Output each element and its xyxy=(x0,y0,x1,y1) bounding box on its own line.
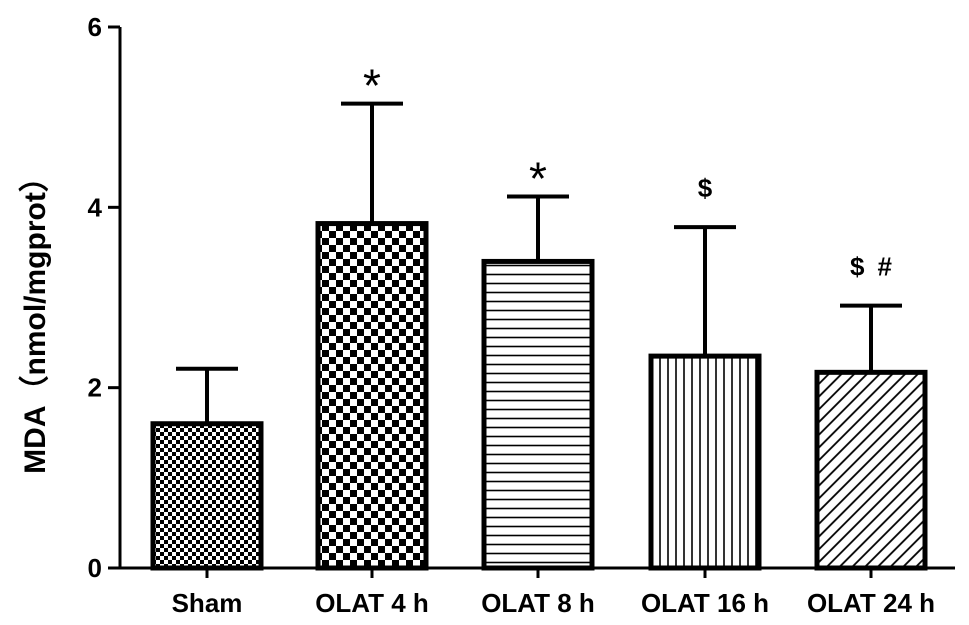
y-axis-title: MDA（nmol/mgprot） xyxy=(18,162,52,474)
error-bars xyxy=(176,101,902,424)
significance-annotations: * * $ $ # xyxy=(363,60,892,282)
y-tick-label: 6 xyxy=(88,12,102,42)
x-tick-label: Sham xyxy=(172,588,243,618)
x-tick-label: OLAT 8 h xyxy=(481,588,595,618)
x-tick-label: OLAT 24 h xyxy=(807,588,935,618)
significance-marker: * xyxy=(363,60,381,112)
y-tick-label: 4 xyxy=(88,192,103,222)
bar-1 xyxy=(315,221,429,571)
y-tick-label: 2 xyxy=(88,373,102,403)
category-labels: Sham OLAT 4 h OLAT 8 h OLAT 16 h OLAT 24 h xyxy=(172,588,935,618)
bar-3 xyxy=(648,353,762,571)
x-tick-label: OLAT 16 h xyxy=(641,588,769,618)
bar-4 xyxy=(814,369,928,571)
y-tick-label: 0 xyxy=(88,553,102,583)
bars xyxy=(150,221,928,571)
significance-marker: $ # xyxy=(850,252,892,282)
significance-marker: * xyxy=(529,153,547,205)
y-axis-label: MDA（nmol/mgprot） xyxy=(18,162,52,474)
significance-marker: $ xyxy=(698,173,713,203)
x-tick-label: OLAT 4 h xyxy=(315,588,429,618)
bar-0 xyxy=(150,421,264,571)
bar-2 xyxy=(481,258,595,571)
